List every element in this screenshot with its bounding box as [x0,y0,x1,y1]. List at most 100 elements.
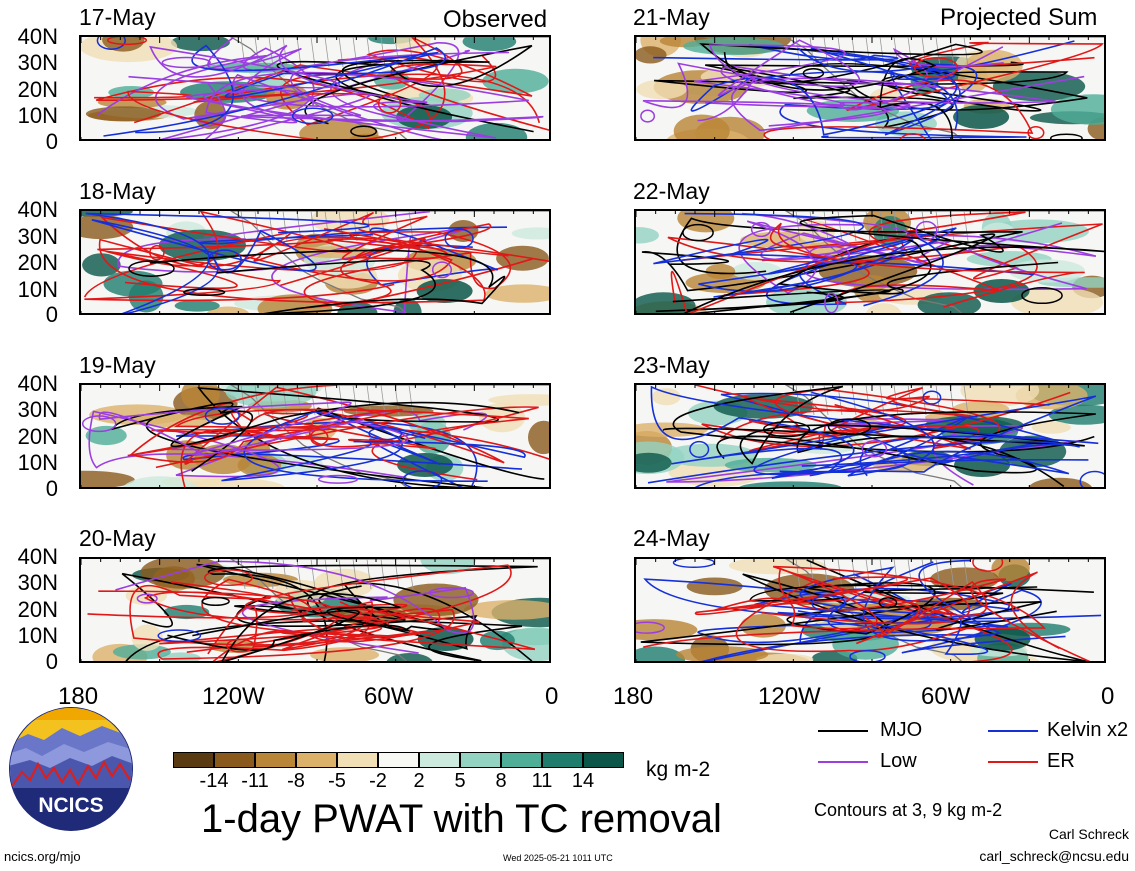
contour-loop [444,228,474,249]
pwat-anomaly-shading [170,37,230,52]
pwat-anomaly-shading [299,119,379,139]
pwat-anomaly-shading [174,299,220,312]
pwat-anomaly-shading [636,619,698,641]
map-panel-projected-24-may [634,557,1106,663]
contour-loop [762,421,811,438]
pwat-anomaly-shading [482,68,549,94]
lon-tick-label: 180 [613,683,654,710]
colorbar-swatch [255,752,296,768]
colorbar-tick-label: -5 [328,770,346,792]
projected-label: Projected Sum [940,4,1098,31]
mjo-legend-line [818,730,868,732]
lat-tick-label: 30N [17,397,58,422]
contour-loop [368,426,403,441]
state-border [879,37,885,68]
state-border [240,211,246,242]
lat-tick-label: 0 [45,129,58,154]
contour-loop [106,37,148,46]
low-legend-label: Low [880,750,917,772]
lat-tick-label: 0 [45,649,58,674]
pwat-anomaly-shading [636,46,667,64]
contour-loop [1079,470,1104,487]
contour-loop [682,223,714,242]
contour-line [763,41,1104,139]
contour-loop [157,629,202,643]
contour-loop [128,260,175,277]
er-legend-line [988,761,1038,763]
date-label-6: 22-May [633,178,710,204]
state-border [865,559,871,590]
contour-loop [161,56,211,69]
lon-tick-label: 120W [202,683,265,710]
state-border [921,559,927,590]
lon-tick-label: 0 [1101,683,1115,710]
pwat-anomaly-shading [310,647,380,661]
colorbar-swatch [296,752,337,768]
contour-loop [636,621,665,634]
pwat-anomaly-shading [739,481,842,487]
lon-tick-label: 180 [58,683,99,710]
contour-loop [672,559,715,569]
pwat-anomaly-shading [528,420,549,455]
contour-loop [226,638,255,653]
map-panel-projected-22-may [634,209,1106,315]
contour-line [121,572,478,650]
contour-loop [149,244,165,261]
lat-tick-label: 20N [17,77,58,102]
ncics-logo-text: NCICS [38,794,103,817]
state-border [809,559,815,590]
observed-label: Observed [443,6,548,33]
state-border [310,559,316,590]
pwat-anomaly-core [416,279,473,303]
contour-loop [824,292,839,313]
map-panel-observed-18-may [79,209,551,315]
contour-line [670,222,1085,313]
contour-loop [861,440,888,458]
state-border [963,559,969,590]
state-border [907,559,913,590]
contour-line [643,578,1102,661]
pwat-anomaly-core [397,453,454,477]
pwat-anomaly-shading [131,624,163,651]
contour-loop [291,107,334,125]
contour-loop [428,587,475,599]
pwat-anomaly-shading [502,627,549,661]
contour-loop [878,597,898,609]
kelvin-legend-line [988,730,1038,732]
state-border [963,37,969,68]
contour-loop [827,418,872,436]
contour-loop [309,428,329,446]
contour-loop [81,415,117,433]
pwat-anomaly-shading [705,263,736,280]
date-label-2: 18-May [79,178,156,204]
contour-line [751,62,1088,112]
lat-tick-label: 10N [17,623,58,648]
colorbar-swatch [173,752,214,768]
contour-loop [183,288,226,297]
pwat-anomaly-shading [1028,477,1092,487]
pwat-anomaly-shading [85,425,127,446]
contour-line [96,55,371,139]
contour-line [143,591,455,660]
contour-loop [972,559,1004,572]
pwat-anomaly-shading [676,646,769,661]
pwat-anomaly-shading [463,600,549,620]
date-label-8: 24-May [633,525,710,551]
contour-loop [849,649,886,661]
colorbar-swatch [542,752,583,768]
contour-line [650,385,1099,480]
colorbar-swatch [337,752,378,768]
contour-loop [915,220,938,241]
lat-tick-label: 30N [17,570,58,595]
colorbar-swatch [501,752,542,768]
pwat-anomaly-shading [132,414,215,428]
map-panel-projected-21-may [634,35,1106,141]
contour-line [98,401,409,457]
map-graphic [636,385,1104,487]
contour-loop [913,57,959,79]
pwat-anomaly-shading [485,284,549,303]
date-label-1: 17-May [79,4,156,30]
contour-line [641,217,1023,292]
pwat-anomaly-shading [636,452,672,473]
contour-line [642,39,888,127]
